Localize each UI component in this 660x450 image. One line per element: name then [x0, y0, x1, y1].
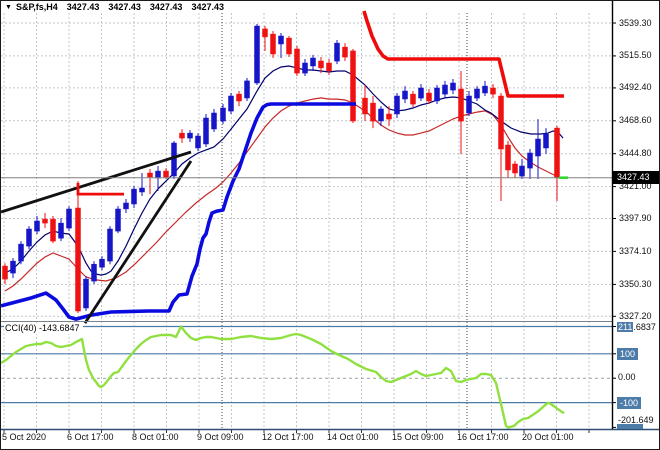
bear-candle-body — [410, 93, 416, 105]
bull-candle-body — [278, 35, 284, 45]
bull-candle-body — [139, 187, 145, 193]
bear-candle-body — [270, 33, 276, 55]
bull-candle-body — [66, 208, 72, 229]
bull-candle-body — [115, 208, 121, 232]
bull-candle-body — [203, 117, 209, 145]
bear-candle-body — [236, 93, 242, 102]
bear-candle-body — [50, 218, 56, 242]
bear-candle-body — [318, 60, 324, 69]
bull-candle-body — [302, 62, 308, 74]
bull-candle-body — [519, 165, 525, 177]
bear-candle-body — [179, 132, 185, 139]
grid-layer — [1, 13, 612, 429]
bear-candle-body — [342, 46, 348, 58]
bull-candle-body — [450, 82, 456, 91]
bull-candle-body — [91, 263, 97, 282]
bull-candle-body — [334, 42, 340, 62]
bull-candle-body — [442, 84, 448, 95]
cci-level-lines — [1, 325, 612, 404]
bull-candle-body — [434, 87, 440, 102]
bull-candle-body — [220, 107, 226, 122]
cci-line — [1, 325, 565, 429]
bull-candle-body — [211, 112, 217, 130]
bear-candle-body — [362, 97, 368, 115]
bear-candle-body — [426, 92, 432, 102]
bull-candle-body — [378, 108, 384, 122]
bull-candle-body — [527, 152, 533, 169]
trendline-lower[interactable] — [83, 160, 193, 324]
bull-candle-body — [99, 258, 105, 268]
bear-candle-body — [505, 144, 511, 171]
bear-candle-body — [326, 62, 332, 72]
bear-candle-body — [386, 113, 392, 120]
bear-candle-body — [2, 265, 8, 280]
bull-candle-body — [26, 228, 32, 247]
bear-candle-body — [262, 28, 268, 38]
bull-candle-body — [244, 80, 250, 99]
bull-candle-body — [58, 222, 64, 239]
bull-candle-body — [482, 85, 488, 94]
bull-candle-body — [418, 87, 424, 99]
bull-candle-body — [474, 88, 480, 99]
bear-candle-body — [147, 172, 153, 178]
bull-candle-body — [83, 278, 89, 309]
drawn-objects-layer[interactable] — [1, 10, 564, 324]
support-step-line[interactable] — [1, 102, 356, 321]
bull-candle-body — [466, 95, 472, 114]
candles-layer[interactable] — [2, 24, 560, 313]
bear-candle-body — [286, 37, 292, 55]
bear-candle-body — [350, 50, 356, 122]
period-separators — [221, 13, 468, 429]
bull-candle-body — [254, 25, 260, 84]
bull-candle-body — [131, 188, 137, 205]
bear-candle-body — [554, 127, 560, 178]
bull-candle-body — [394, 95, 400, 115]
bull-candle-body — [310, 57, 316, 67]
bull-candle-body — [195, 135, 201, 149]
bear-candle-body — [512, 163, 518, 174]
bull-candle-body — [107, 228, 113, 262]
bull-candle-body — [34, 220, 40, 232]
bear-candle-body — [370, 102, 376, 122]
bear-candle-body — [490, 87, 496, 95]
bear-candle-body — [458, 88, 464, 122]
bear-candle-body — [75, 207, 81, 312]
bear-candle-body — [42, 218, 48, 224]
borders-layer — [1, 1, 659, 433]
bull-candle-body — [535, 138, 541, 157]
bear-candle-body — [294, 48, 300, 74]
ma-slow-line — [4, 97, 564, 292]
resistance-step-line[interactable] — [362, 10, 564, 98]
bull-candle-body — [187, 132, 193, 139]
bull-candle-body — [18, 243, 24, 262]
bull-candle-body — [402, 90, 408, 100]
red-horizontal-line[interactable] — [76, 183, 124, 196]
bull-candle-body — [543, 133, 549, 149]
bull-candle-body — [155, 170, 161, 179]
bull-candle-body — [228, 95, 234, 112]
bear-candle-body — [163, 170, 169, 178]
bull-candle-body — [123, 202, 129, 210]
bull-candle-body — [171, 142, 177, 177]
bear-candle-body — [498, 95, 504, 150]
trendline-upper[interactable] — [1, 150, 192, 214]
bull-candle-body — [10, 260, 16, 274]
